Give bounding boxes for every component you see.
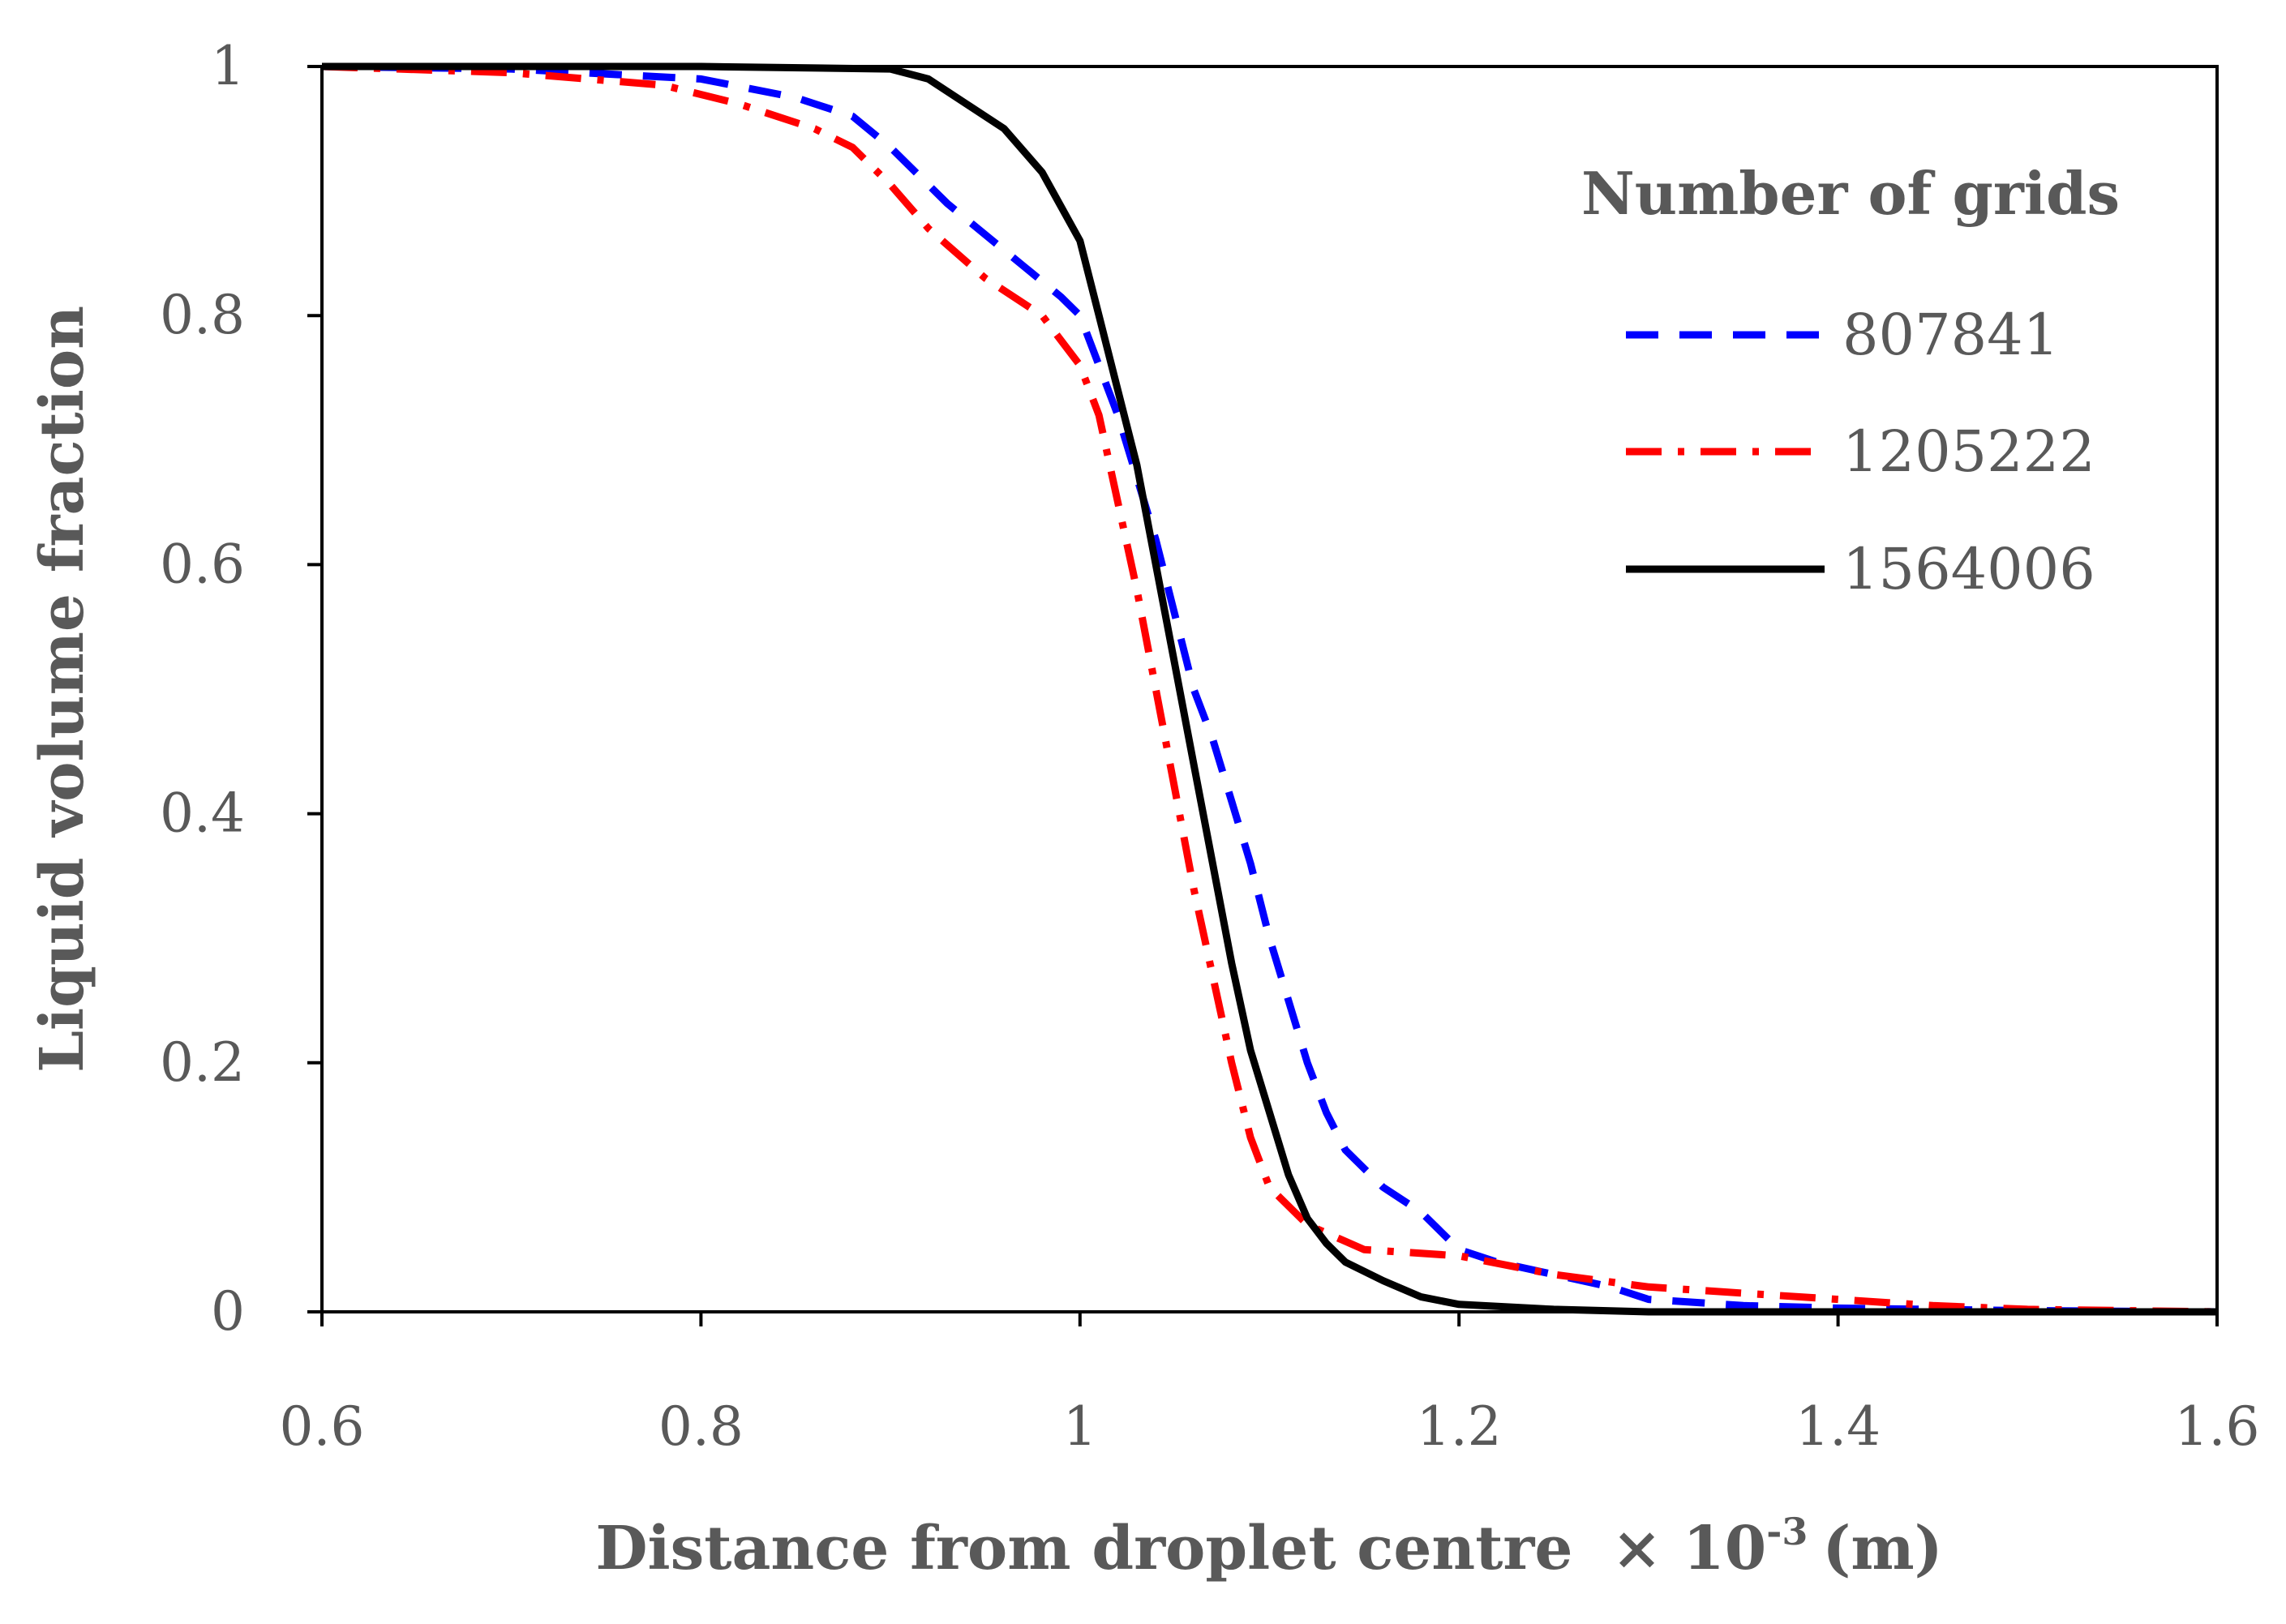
legend-label-807841: 807841 [1842, 302, 2059, 368]
x-axis-title-suffix: × 10 [1612, 1514, 1767, 1583]
x-tick-label: 1 [1063, 1395, 1097, 1458]
y-axis-title: Liquid volume fraction [28, 306, 97, 1073]
legend-label-1564006: 1564006 [1842, 536, 2095, 602]
x-tick-label: 1.2 [1417, 1395, 1502, 1458]
tick-labels: 0 0.2 0.4 0.6 0.8 1 0.6 0.8 1 1.2 1.4 1.6 [160, 35, 2259, 1458]
y-tick-label: 1 [211, 35, 245, 97]
x-tick-label: 1.4 [1795, 1395, 1881, 1458]
axis-ticks [307, 65, 2219, 1326]
y-tick-label: 0 [211, 1280, 245, 1343]
x-tick-label: 1.6 [2175, 1395, 2260, 1458]
series-line-807841 [321, 62, 2218, 1316]
legend-label-1205222: 1205222 [1842, 418, 2095, 485]
y-tick-label: 0.8 [160, 284, 245, 346]
x-axis-title-main: Distance from droplet centre [595, 1514, 1572, 1583]
x-tick-label: 0.8 [658, 1395, 744, 1458]
series-group [321, 62, 2218, 1316]
x-axis-title-unit: (m) [1822, 1514, 1942, 1583]
x-axis-title-exponent: -3 [1766, 1510, 1808, 1553]
series-line-1564006 [322, 62, 2217, 1316]
series-line-1205222 [321, 62, 2218, 1316]
x-tick-label: 0.6 [280, 1395, 365, 1458]
y-tick-label: 0.6 [160, 533, 245, 595]
plot-area-frame [320, 65, 2219, 1313]
x-axis-title: Distance from droplet centre × 10-3 (m) [595, 1510, 1942, 1583]
y-tick-label: 0.4 [160, 782, 245, 845]
y-tick-label: 0.2 [160, 1031, 245, 1094]
legend: Number of grids 807841 1205222 1564006 [1581, 159, 2120, 602]
legend-title: Number of grids [1581, 159, 2120, 228]
